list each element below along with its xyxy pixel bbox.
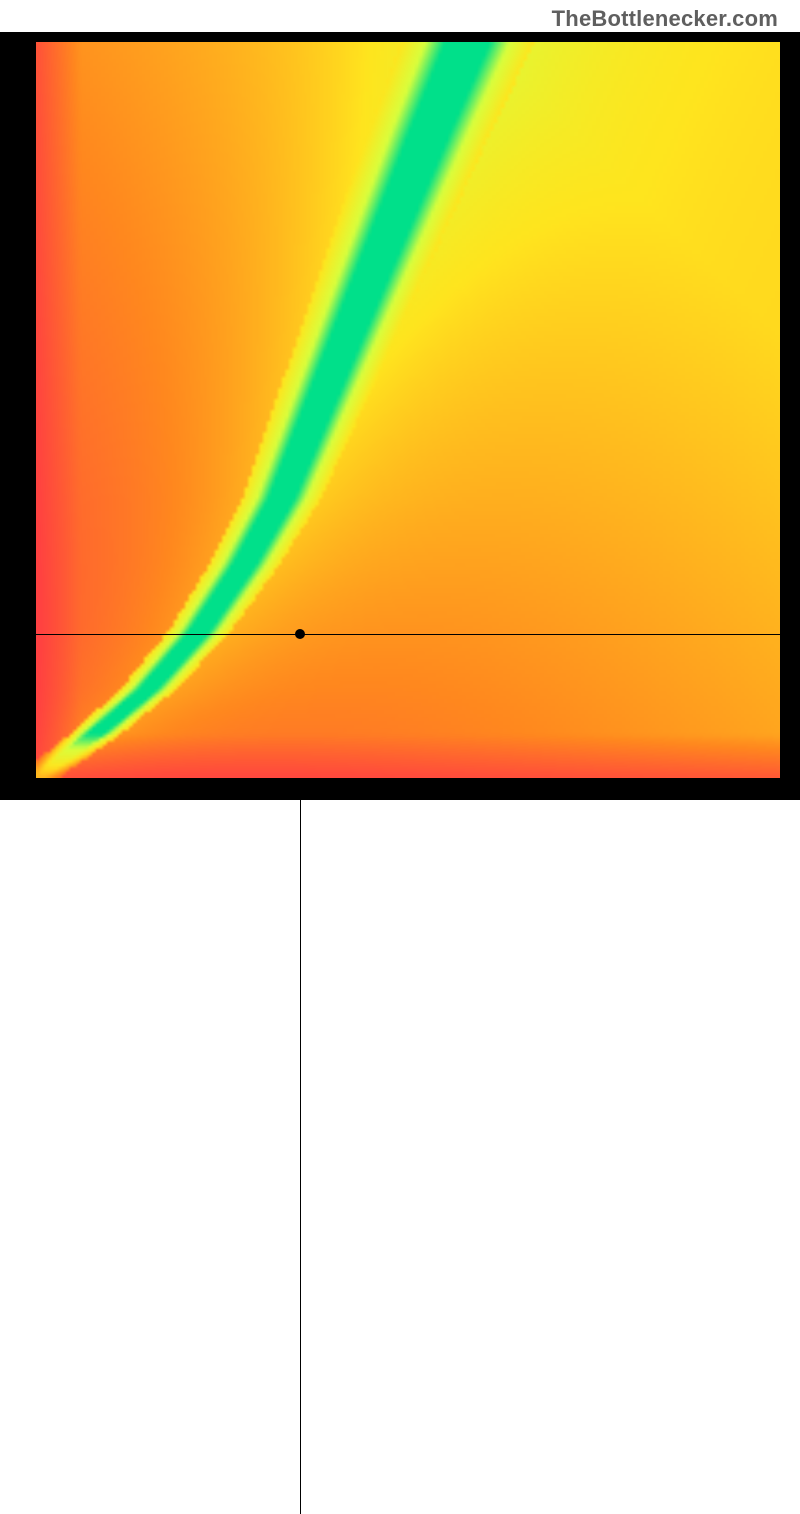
- watermark-text: TheBottlenecker.com: [552, 6, 778, 32]
- heatmap-canvas: [36, 42, 780, 778]
- crosshair-horizontal: [36, 634, 780, 635]
- crosshair-vertical: [300, 778, 301, 1514]
- plot-area: [36, 42, 780, 778]
- plot-outer-frame: [0, 32, 800, 800]
